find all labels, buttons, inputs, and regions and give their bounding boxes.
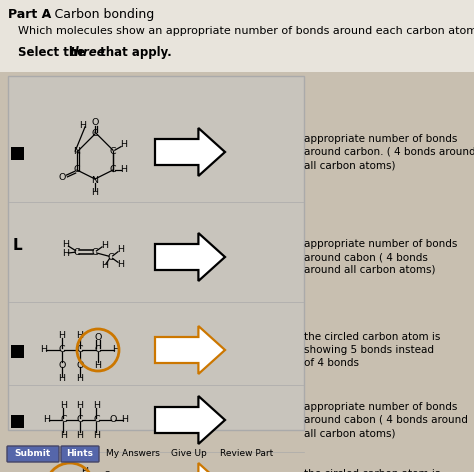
- Text: the circled carbon atom is: the circled carbon atom is: [304, 469, 440, 472]
- Text: H: H: [79, 120, 86, 129]
- Text: Review Part: Review Part: [220, 448, 273, 457]
- Text: Which molecules show an appropriate number of bonds around each carbon atom?: Which molecules show an appropriate numb…: [18, 26, 474, 36]
- FancyBboxPatch shape: [7, 446, 59, 462]
- Polygon shape: [155, 326, 225, 374]
- Bar: [0, 0, 474, 72]
- Text: H: H: [117, 260, 124, 269]
- Text: H: H: [94, 361, 101, 370]
- Text: H: H: [82, 467, 89, 472]
- Text: H: H: [121, 415, 128, 424]
- Text: H: H: [63, 249, 70, 258]
- Polygon shape: [155, 396, 225, 444]
- Text: - Carbon bonding: - Carbon bonding: [42, 8, 154, 21]
- Text: C: C: [74, 248, 81, 257]
- Polygon shape: [155, 233, 225, 281]
- Text: all carbon atoms): all carbon atoms): [304, 428, 395, 438]
- Text: H: H: [44, 415, 51, 424]
- Text: O: O: [58, 361, 66, 370]
- Text: C: C: [108, 253, 114, 261]
- Text: three: three: [70, 46, 106, 59]
- Text: Part A: Part A: [8, 8, 51, 21]
- Text: H: H: [60, 401, 67, 410]
- Text: H: H: [58, 374, 65, 383]
- Text: H: H: [76, 401, 83, 410]
- Text: H: H: [76, 330, 83, 339]
- Text: C: C: [73, 166, 80, 175]
- Text: O: O: [94, 334, 102, 343]
- Text: H: H: [76, 430, 83, 439]
- Text: C: C: [95, 346, 101, 354]
- Text: N: N: [73, 147, 81, 157]
- Text: H: H: [101, 241, 108, 250]
- Text: C: C: [109, 166, 116, 175]
- Text: of 4 bonds: of 4 bonds: [304, 358, 359, 368]
- Text: C: C: [109, 147, 116, 157]
- Bar: [11, 415, 24, 428]
- Text: H: H: [63, 240, 70, 249]
- Text: around cabon ( 4 bonds around: around cabon ( 4 bonds around: [304, 415, 468, 425]
- Bar: [8, 76, 304, 430]
- Text: N: N: [91, 177, 99, 185]
- Bar: [11, 345, 24, 358]
- Text: all carbon atoms): all carbon atoms): [304, 160, 395, 170]
- Text: H: H: [58, 330, 65, 339]
- Polygon shape: [155, 128, 225, 176]
- Text: O: O: [59, 173, 66, 182]
- Text: H: H: [76, 374, 83, 383]
- Text: H: H: [112, 346, 119, 354]
- Text: O: O: [91, 118, 99, 127]
- Text: Hints: Hints: [66, 448, 93, 457]
- Text: that apply.: that apply.: [96, 46, 172, 59]
- Polygon shape: [155, 463, 225, 472]
- Text: H: H: [93, 430, 100, 439]
- Text: C: C: [77, 346, 83, 354]
- Text: L: L: [13, 237, 23, 253]
- Text: H: H: [40, 346, 47, 354]
- Text: around carbon. ( 4 bonds around: around carbon. ( 4 bonds around: [304, 147, 474, 157]
- Text: H: H: [91, 188, 99, 197]
- Text: O: O: [76, 361, 84, 370]
- Text: appropriate number of bonds: appropriate number of bonds: [304, 134, 457, 144]
- Text: H: H: [60, 430, 67, 439]
- Text: C: C: [77, 415, 83, 424]
- Text: appropriate number of bonds: appropriate number of bonds: [304, 402, 457, 412]
- Text: around cabon ( 4 bonds: around cabon ( 4 bonds: [304, 252, 428, 262]
- Text: appropriate number of bonds: appropriate number of bonds: [304, 239, 457, 249]
- Text: Submit: Submit: [15, 448, 51, 457]
- Text: O: O: [109, 415, 117, 424]
- FancyBboxPatch shape: [61, 446, 99, 462]
- Text: H: H: [117, 245, 124, 254]
- Text: H: H: [120, 166, 128, 175]
- Text: H: H: [120, 140, 128, 149]
- Text: showing 5 bonds instead: showing 5 bonds instead: [304, 345, 434, 355]
- Text: C: C: [60, 415, 67, 424]
- Text: H: H: [93, 401, 100, 410]
- Text: O: O: [104, 471, 111, 472]
- Text: the circled carbon atom is: the circled carbon atom is: [304, 332, 440, 342]
- Text: My Answers: My Answers: [106, 448, 160, 457]
- Text: Select the: Select the: [18, 46, 90, 59]
- Text: H: H: [101, 261, 108, 270]
- Text: C: C: [59, 346, 65, 354]
- Text: C: C: [91, 129, 98, 138]
- Text: around all carbon atoms): around all carbon atoms): [304, 265, 436, 275]
- Text: C: C: [91, 248, 98, 257]
- Bar: [11, 147, 24, 160]
- Text: Give Up: Give Up: [171, 448, 207, 457]
- Text: C: C: [93, 415, 100, 424]
